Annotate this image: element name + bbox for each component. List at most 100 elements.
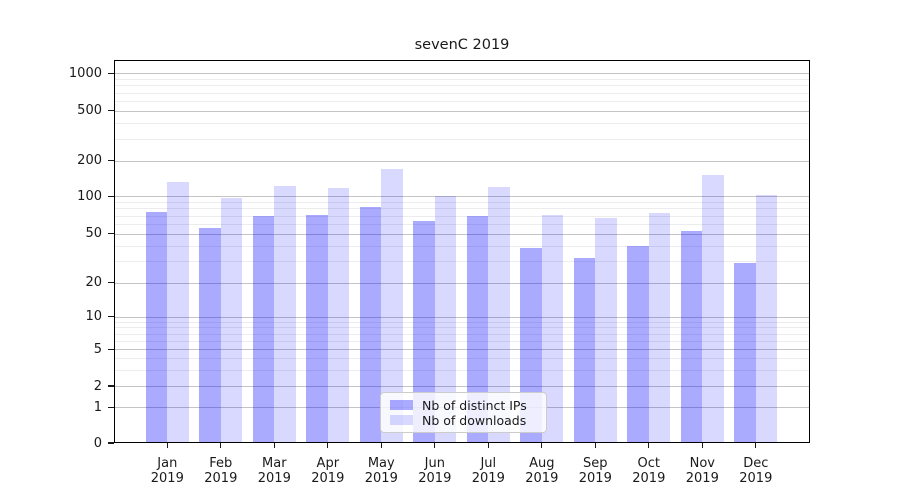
x-tick-label-month-nov: Nov	[689, 456, 715, 471]
legend-item-distinct-ips: Nb of distinct IPs	[390, 398, 537, 413]
x-tick-label-jan: Jan 2019	[136, 456, 198, 486]
bar-distinct-ips-dec	[734, 262, 756, 443]
y-tick-500	[108, 110, 114, 112]
bar-distinct-ips-may	[359, 207, 382, 443]
x-tick-label-month-mar: Mar	[262, 456, 287, 471]
x-tick-mar	[273, 443, 275, 448]
x-tick-label-mar: Mar 2019	[243, 456, 305, 486]
gridline-major-50	[114, 233, 810, 235]
gridline-minor-6	[114, 340, 810, 342]
y-tick-1000	[108, 72, 114, 74]
bar-distinct-ips-jul	[466, 215, 489, 443]
gridline-minor-60	[114, 223, 810, 225]
x-tick-label-jun: Jun 2019	[404, 456, 466, 486]
gridline-minor-80	[114, 208, 810, 210]
gridline-minor-90	[114, 202, 810, 203]
x-tick-label-year-sep: 2019	[578, 471, 612, 486]
gridline-minor-800	[114, 85, 810, 87]
x-tick-label-oct: Oct 2019	[618, 456, 680, 486]
bar-downloads-may	[381, 168, 403, 443]
gridline-minor-300	[114, 138, 810, 140]
y-tick-label-200: 200	[77, 153, 102, 168]
gridline-minor-4	[114, 358, 810, 360]
x-tick-label-month-jul: Jul	[480, 456, 497, 471]
y-tick-label-1: 1	[93, 399, 102, 415]
x-tick-label-year-jun: 2019	[418, 471, 452, 486]
x-tick-label-sep: Sep 2019	[564, 456, 626, 486]
bar-distinct-ips-mar	[252, 215, 275, 443]
y-tick-label-10: 10	[85, 309, 102, 325]
y-tick-label-2: 2	[93, 378, 102, 394]
bar-distinct-ips-oct	[627, 245, 649, 443]
y-tick-label-5: 5	[93, 341, 102, 357]
legend-item-downloads: Nb of downloads	[390, 413, 537, 428]
x-tick-nov	[701, 443, 703, 448]
gridline-minor-900	[114, 79, 810, 80]
bar-distinct-ips-jan	[145, 211, 168, 443]
x-tick-feb	[220, 443, 222, 448]
gridline-minor-9	[114, 321, 810, 323]
x-tick-label-month-aug: Aug	[529, 456, 555, 471]
x-tick-label-month-oct: Oct	[637, 456, 661, 471]
x-tick-label-year-oct: 2019	[632, 471, 666, 486]
y-tick-2	[108, 385, 114, 387]
gridline-minor-40	[114, 245, 810, 247]
x-tick-jun	[434, 443, 436, 448]
x-tick-label-month-feb: Feb	[209, 456, 233, 471]
bar-downloads-jul	[488, 186, 510, 443]
x-tick-label-may: May 2019	[350, 456, 412, 486]
y-tick-label-100: 100	[77, 188, 102, 204]
y-tick-label-500: 500	[77, 103, 102, 119]
bar-downloads-dec	[755, 194, 778, 443]
x-tick-label-year-jan: 2019	[150, 471, 184, 486]
x-tick-label-apr: Apr 2019	[297, 456, 359, 486]
x-tick-label-dec: Dec 2019	[725, 456, 787, 486]
x-tick-label-jul: Jul 2019	[457, 456, 519, 486]
gridline-minor-700	[114, 92, 810, 94]
y-tick-100	[108, 195, 114, 197]
gridline-minor-3	[114, 369, 810, 371]
legend: Nb of distinct IPs Nb of downloads	[380, 392, 547, 433]
x-tick-label-month-apr: Apr	[316, 456, 340, 471]
gridline-major-10	[114, 316, 810, 318]
x-tick-jan	[166, 443, 168, 448]
y-tick-label-20: 20	[85, 275, 102, 291]
gridline-minor-600	[114, 100, 810, 102]
y-tick-20	[108, 282, 114, 284]
x-tick-label-feb: Feb 2019	[190, 456, 252, 486]
legend-swatch-downloads	[390, 415, 413, 425]
x-tick-dec	[755, 443, 757, 448]
y-tick-1	[108, 406, 114, 408]
bar-distinct-ips-feb	[199, 227, 221, 443]
x-tick-label-year-nov: 2019	[685, 471, 719, 486]
x-tick-label-aug: Aug 2019	[511, 456, 573, 486]
gridline-major-20	[114, 282, 810, 284]
chart-title: sevenC 2019	[414, 37, 510, 53]
x-tick-label-year-apr: 2019	[311, 471, 345, 486]
y-tick-5	[108, 348, 114, 350]
x-tick-label-year-mar: 2019	[257, 471, 291, 486]
gridline-minor-30	[114, 261, 810, 263]
x-tick-label-month-dec: Dec	[743, 456, 769, 471]
x-tick-label-nov: Nov 2019	[671, 456, 733, 486]
bar-downloads-aug	[541, 214, 564, 443]
x-tick-apr	[327, 443, 329, 448]
x-tick-label-year-feb: 2019	[204, 471, 238, 486]
bar-downloads-apr	[327, 188, 350, 443]
bar-distinct-ips-apr	[306, 214, 328, 443]
x-tick-may	[380, 443, 382, 448]
gridline-major-2	[114, 386, 810, 387]
y-tick-200	[108, 159, 114, 162]
gridline-major-500	[114, 110, 810, 112]
bar-downloads-nov	[702, 175, 724, 443]
gridline-minor-8	[114, 327, 810, 329]
gridline-minor-400	[114, 122, 810, 124]
bar-downloads-oct	[648, 213, 671, 443]
x-tick-label-year-aug: 2019	[525, 471, 559, 486]
x-tick-jul	[487, 443, 489, 448]
y-tick-label-1000: 1000	[68, 65, 102, 81]
bar-downloads-feb	[220, 197, 243, 443]
x-tick-label-month-sep: Sep	[583, 456, 608, 471]
bar-downloads-mar	[274, 185, 296, 443]
